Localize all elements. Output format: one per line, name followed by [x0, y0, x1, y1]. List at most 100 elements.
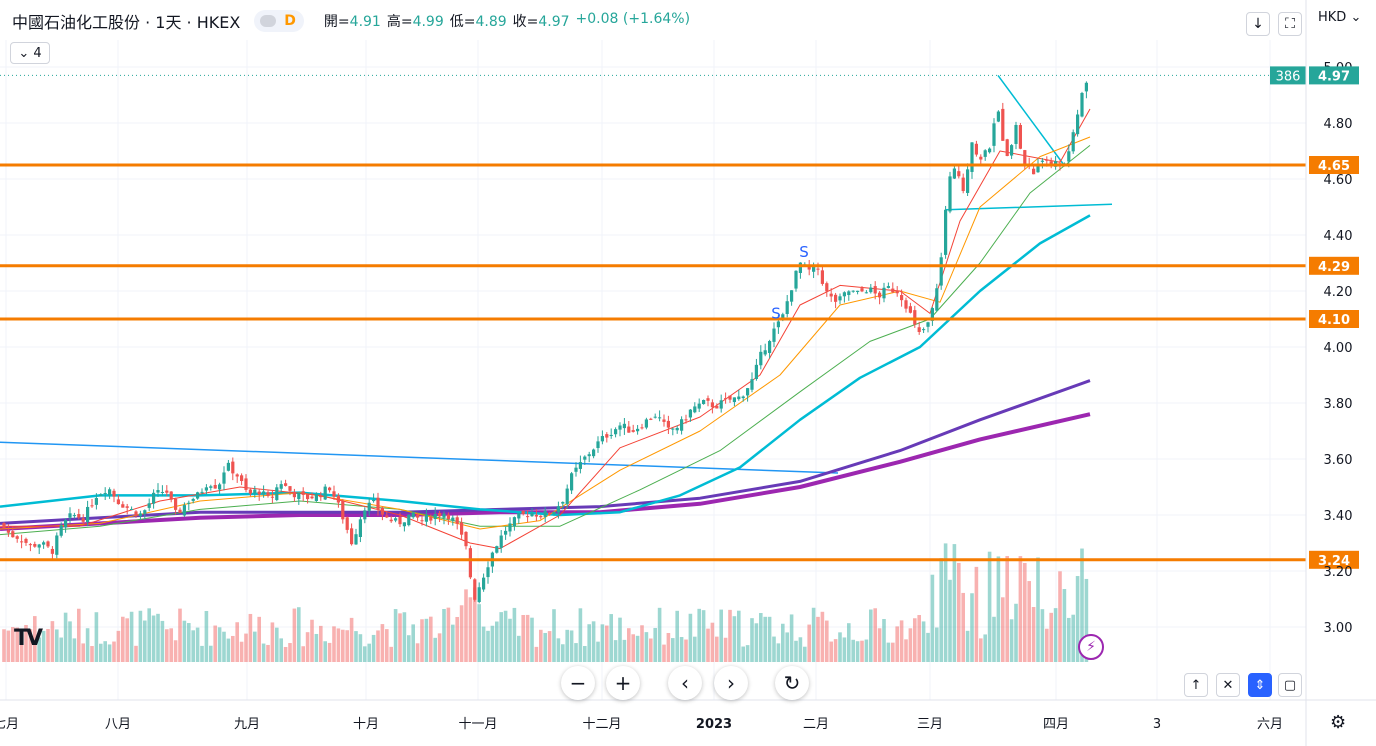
volume-bar	[847, 623, 851, 662]
candle-body	[908, 306, 912, 313]
scroll-right-button[interactable]: ›	[714, 666, 748, 700]
reset-chart-button[interactable]: ↻	[775, 666, 809, 700]
candle-body	[182, 505, 186, 516]
volume-bar	[195, 627, 200, 662]
currency-selector[interactable]: HKD ⌄	[1318, 10, 1362, 25]
ohlc-item: +0.08 (+1.64%)	[576, 11, 690, 31]
trendline	[945, 203, 1113, 211]
candle-body	[957, 171, 961, 177]
volume-bar	[838, 632, 842, 662]
candle-body	[6, 530, 10, 533]
volume-bar	[305, 632, 310, 662]
settings-gear-icon[interactable]: ⚙	[1330, 712, 1347, 733]
candle-body	[873, 286, 877, 294]
candle-body	[891, 288, 895, 293]
candle-body	[424, 514, 428, 522]
lightning-icon[interactable]: ⚡	[1078, 634, 1104, 660]
close-button[interactable]: ✕	[1216, 673, 1240, 697]
zoom-in-button[interactable]: +	[606, 666, 640, 700]
volume-bar	[979, 638, 983, 662]
volume-bar	[429, 616, 433, 662]
candle-body	[433, 514, 437, 520]
volume-bar	[33, 616, 37, 662]
candle-body	[948, 176, 952, 212]
volume-bar	[55, 629, 59, 662]
candle-body	[416, 514, 420, 518]
candle-body	[288, 486, 292, 491]
volume-bar	[961, 592, 965, 662]
candle-body	[495, 546, 499, 553]
candle-body	[482, 577, 486, 590]
candle-body	[20, 541, 24, 543]
indicators-toggle[interactable]: ⌄ 4	[10, 42, 50, 64]
scroll-left-button[interactable]: ‹	[668, 666, 702, 700]
candle-body	[499, 535, 503, 548]
volume-bar	[169, 628, 173, 662]
time-tick-label: 十二月	[582, 717, 621, 732]
candle-body	[372, 499, 376, 502]
candle-body	[306, 494, 310, 500]
candle-body	[187, 502, 191, 504]
volume-bar	[987, 551, 992, 662]
volume-bar	[930, 574, 935, 662]
market-status-badge[interactable]: D	[254, 10, 304, 32]
volume-bar	[701, 610, 706, 662]
candle-body	[319, 495, 323, 498]
trendline	[0, 441, 839, 474]
chevron-left-icon: ‹	[681, 671, 689, 695]
candle-body	[389, 519, 393, 522]
download-button[interactable]: ↓	[1246, 12, 1270, 36]
auto-scale-button[interactable]: ⇕	[1248, 673, 1272, 697]
scale-up-button[interactable]: ↑	[1184, 673, 1208, 697]
candle-body	[798, 262, 802, 273]
candle-body	[2, 523, 6, 528]
candle-body	[103, 492, 107, 495]
volume-bar	[785, 632, 789, 662]
candle-body	[350, 528, 354, 545]
volume-bar	[1067, 617, 1071, 662]
volume-bar	[767, 616, 772, 662]
symbol-title[interactable]: 中國石油化工股份 · 1天 · HKEX	[12, 13, 241, 32]
candle-body	[94, 498, 98, 505]
candle-body	[838, 296, 842, 301]
price-tick-label: 3.80	[1324, 397, 1353, 412]
volume-bar	[811, 607, 816, 662]
candle-body	[380, 507, 384, 515]
volume-bar	[745, 645, 750, 662]
volume-bar	[2, 629, 6, 662]
screenshot-button[interactable]: ▢	[1278, 673, 1302, 697]
volume-bar	[1053, 608, 1058, 662]
candle-body	[754, 364, 758, 379]
candle-body	[644, 419, 648, 428]
volume-bar	[393, 609, 398, 662]
volume-bar	[741, 646, 745, 662]
moving-averages	[0, 108, 1091, 550]
candle-body	[847, 291, 851, 296]
ma-line-green	[0, 145, 1091, 536]
ohlc-value: +0.08 (+1.64%)	[575, 11, 691, 27]
volume-bar	[473, 587, 477, 662]
candle-body	[270, 496, 274, 498]
volume-bar	[957, 562, 961, 662]
candle-body	[367, 502, 371, 511]
time-tick-label: 八月	[105, 717, 131, 732]
volume-bar	[512, 607, 517, 662]
candle-body	[693, 406, 697, 413]
volume-bar	[160, 620, 165, 662]
candle-body	[631, 430, 635, 432]
fullscreen-button[interactable]: ⛶	[1278, 12, 1302, 36]
candle-body	[358, 519, 362, 537]
volume-bar	[301, 646, 305, 662]
candle-body	[829, 293, 833, 297]
zoom-out-button[interactable]: −	[561, 666, 595, 700]
volume-bar	[81, 643, 85, 662]
volume-bar	[596, 641, 600, 662]
volume-bar	[380, 624, 385, 662]
candle-body	[42, 542, 46, 545]
time-tick-label: 九月	[234, 717, 260, 732]
volume-bar	[63, 612, 68, 662]
volume-bar	[1023, 562, 1027, 662]
volume-bar	[820, 611, 825, 662]
candle-body	[231, 461, 235, 474]
